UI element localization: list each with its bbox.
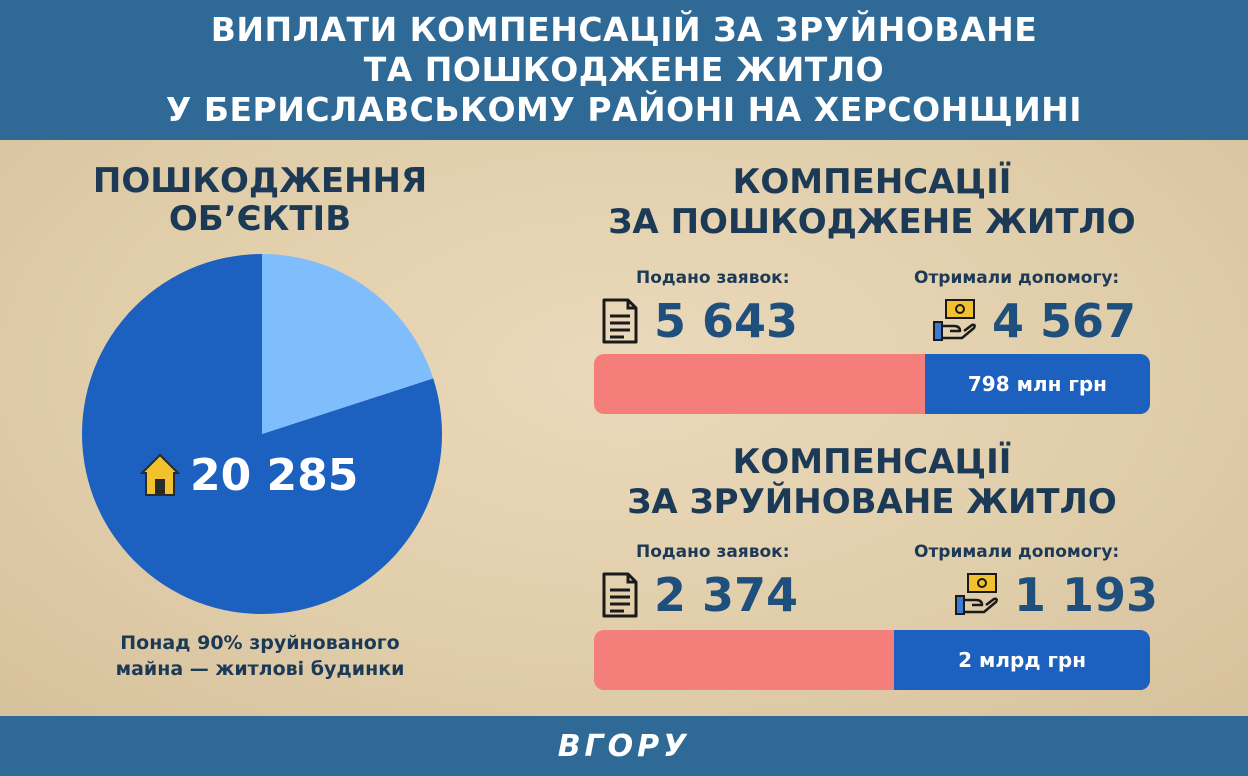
damaged-applied-label: Подано заявок: xyxy=(636,268,790,288)
damage-total-value: 20 285 xyxy=(190,449,359,501)
footer-banner: ВГОРУ xyxy=(0,716,1248,776)
destroyed-applied: 2 374 xyxy=(600,568,798,622)
pie-slice-1 xyxy=(262,254,434,434)
pie-slice-0 xyxy=(82,254,443,614)
damaged-received: 4 567 xyxy=(932,294,1136,348)
destroyed-compensation-fill: 2 млрд грн xyxy=(894,630,1150,690)
header-banner: ВИПЛАТИ КОМПЕНСАЦІЙ ЗА ЗРУЙНОВАНЕ ТА ПОШ… xyxy=(0,0,1248,140)
damaged-section-title: КОМПЕНСАЦІЇ ЗА ПОШКОДЖЕНЕ ЖИТЛО xyxy=(594,162,1150,242)
document-icon xyxy=(602,298,638,344)
damaged-title-line2: ЗА ПОШКОДЖЕНЕ ЖИТЛО xyxy=(608,202,1136,242)
damage-note-line1: Понад 90% зруйнованого xyxy=(120,632,400,654)
destroyed-received-value: 1 193 xyxy=(1014,568,1159,622)
destroyed-applied-label: Подано заявок: xyxy=(636,542,790,562)
destroyed-amount: 2 млрд грн xyxy=(958,648,1087,672)
destroyed-received-label: Отримали допомогу: xyxy=(914,542,1120,562)
damaged-compensation-fill: 798 млн грн xyxy=(924,354,1150,414)
damage-title-line1: ПОШКОДЖЕННЯ xyxy=(92,161,428,201)
pie-svg xyxy=(82,254,443,614)
money-hand-icon xyxy=(955,573,998,615)
house-icon xyxy=(140,453,180,496)
destroyed-title-line1: КОМПЕНСАЦІЇ xyxy=(732,442,1012,482)
damage-title: ПОШКОДЖЕННЯ ОБ’ЄКТІВ xyxy=(70,162,450,238)
damage-pie-chart xyxy=(80,252,444,616)
damaged-applied: 5 643 xyxy=(600,294,798,348)
damaged-received-value: 4 567 xyxy=(992,294,1137,348)
damage-title-line2: ОБ’ЄКТІВ xyxy=(168,199,352,239)
header-title-line1: ВИПЛАТИ КОМПЕНСАЦІЙ ЗА ЗРУЙНОВАНЕ xyxy=(210,10,1038,49)
destroyed-received: 1 193 xyxy=(954,568,1158,622)
damaged-received-label: Отримали допомогу: xyxy=(914,268,1120,288)
damaged-applied-value: 5 643 xyxy=(654,294,799,348)
destroyed-section-title: КОМПЕНСАЦІЇ ЗА ЗРУЙНОВАНЕ ЖИТЛО xyxy=(594,442,1150,522)
damaged-compensation-bar: 798 млн грн xyxy=(594,354,1150,414)
document-icon xyxy=(602,572,638,618)
damage-note: Понад 90% зруйнованого майна — житлові б… xyxy=(60,630,460,682)
damaged-title-line1: КОМПЕНСАЦІЇ xyxy=(732,162,1012,202)
vgoru-logo: ВГОРУ xyxy=(557,728,691,764)
destroyed-applied-value: 2 374 xyxy=(654,568,799,622)
destroyed-compensation-bar: 2 млрд грн xyxy=(594,630,1150,690)
destroyed-title-line2: ЗА ЗРУЙНОВАНЕ ЖИТЛО xyxy=(627,482,1117,522)
header-title-line2: ТА ПОШКОДЖЕНЕ ЖИТЛО xyxy=(363,50,885,89)
header-title-line3: У БЕРИСЛАВСЬКОМУ РАЙОНІ НА ХЕРСОНЩИНІ xyxy=(165,90,1083,129)
money-hand-icon xyxy=(933,299,976,341)
damage-total: 20 285 xyxy=(140,449,359,501)
damage-note-line2: майна — житлові будинки xyxy=(115,658,405,680)
damaged-amount: 798 млн грн xyxy=(967,372,1107,396)
